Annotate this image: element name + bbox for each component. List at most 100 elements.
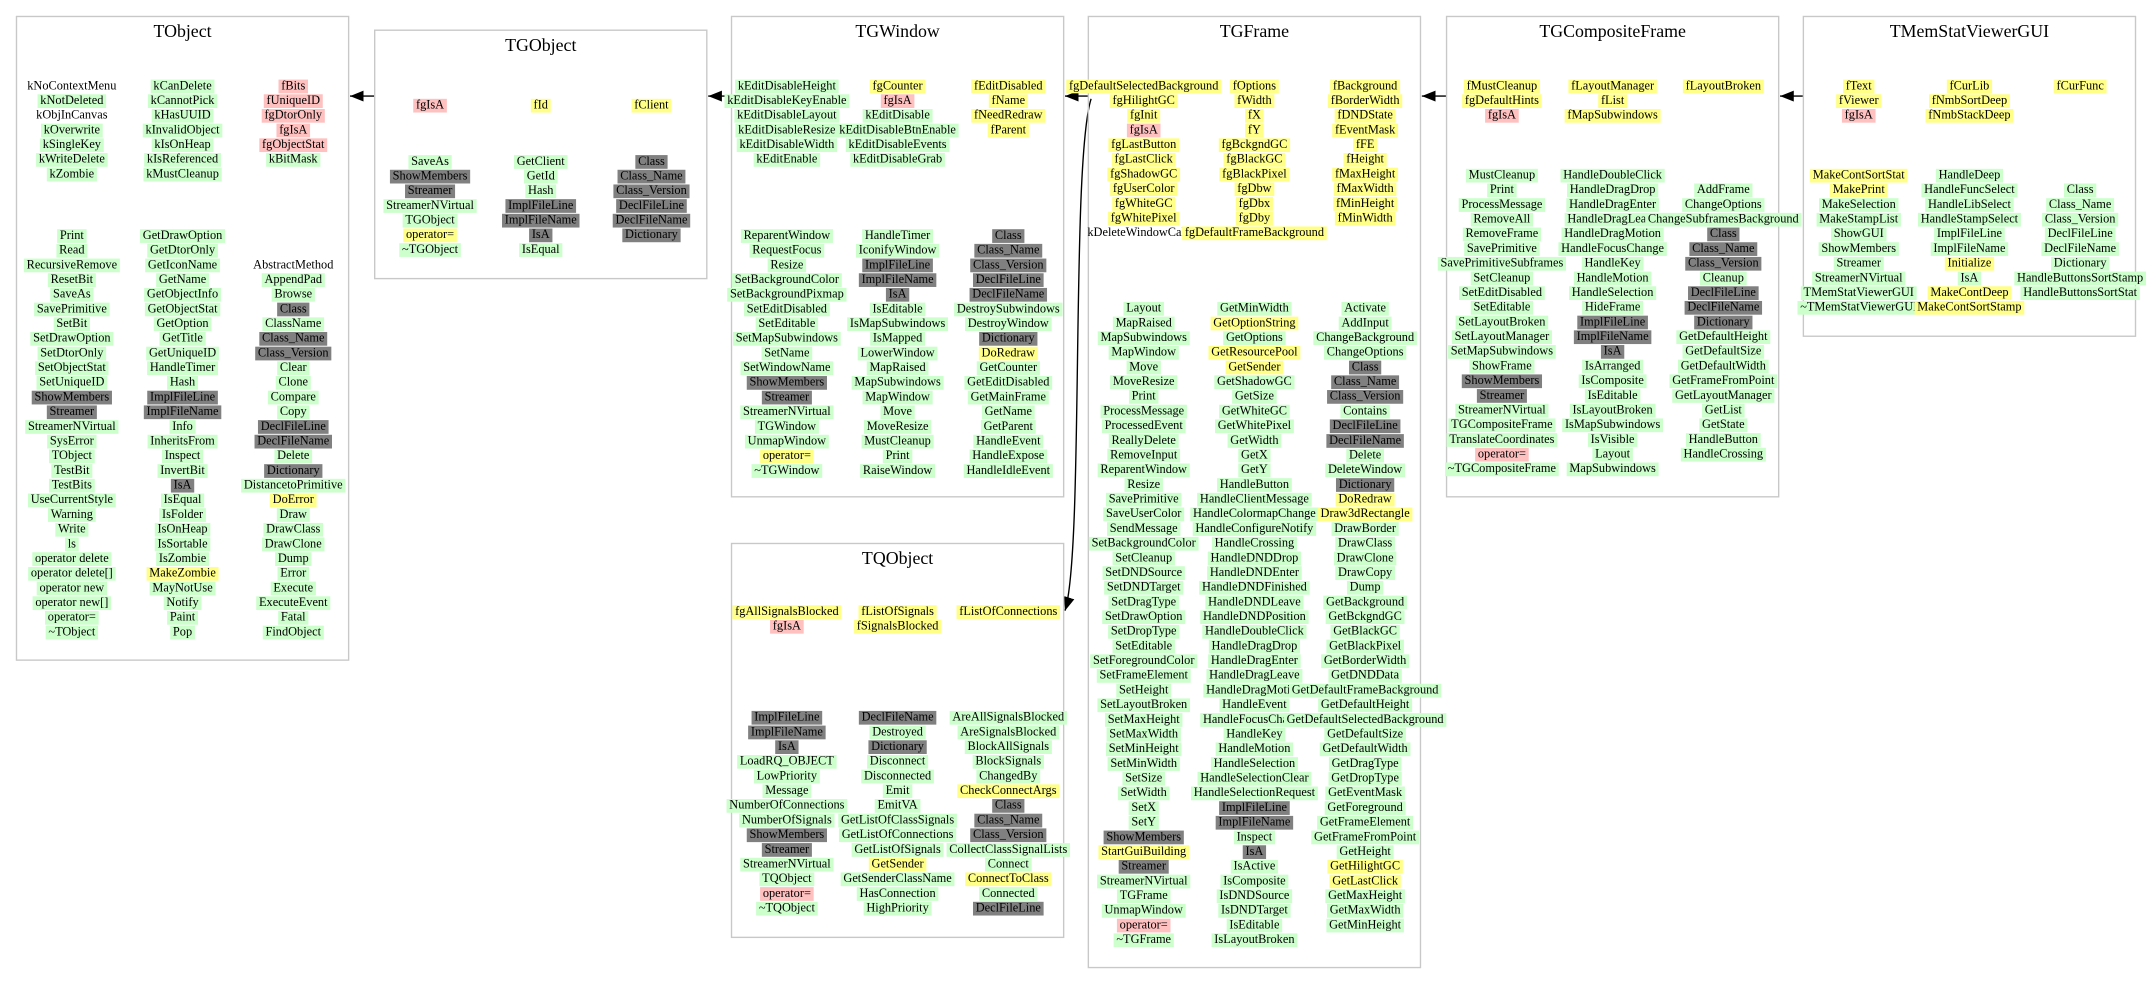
member-highlight <box>1098 845 1189 859</box>
member-name: ReparentWindow <box>744 228 831 242</box>
member-name: ~TGObject <box>402 242 459 256</box>
member-name: GetOptionString <box>1213 315 1295 329</box>
member-highlight <box>761 390 812 405</box>
member-name: HandleDragLeave <box>1209 668 1300 682</box>
member-highlight <box>973 434 1044 449</box>
member-name: fgIsA <box>416 98 444 112</box>
member-name: fText <box>1846 78 1872 92</box>
member-name: DoError <box>273 492 314 506</box>
member-name: IsEditable <box>1588 388 1639 402</box>
member-highlight <box>992 229 1025 243</box>
member-name: LowerWindow <box>860 345 934 359</box>
member-name: operator= <box>48 610 96 624</box>
member-name: MapWindow <box>1111 345 1176 359</box>
member-highlight <box>969 449 1048 464</box>
member-highlight <box>23 258 120 273</box>
member-highlight <box>1207 566 1302 580</box>
member-name: Print <box>886 448 911 462</box>
member-name: SetDNDTarget <box>1107 580 1181 594</box>
member-highlight <box>1930 242 2009 256</box>
member-highlight <box>1669 374 1778 389</box>
member-name: fMinHeight <box>1336 196 1395 210</box>
member-name: SetHeight <box>1119 682 1169 696</box>
member-highlight <box>2046 198 2115 212</box>
member-highlight <box>1088 536 1199 551</box>
member-highlight <box>976 361 1040 376</box>
member-name: ShowMembers <box>393 168 468 182</box>
member-highlight <box>613 184 690 199</box>
member-name: HandleButtonsSortStamp <box>2017 270 2143 284</box>
member-name: fgIsA <box>1488 108 1516 122</box>
member-highlight <box>635 155 668 169</box>
member-highlight <box>732 273 842 287</box>
member-name: Class_Name <box>2049 197 2112 211</box>
member-name: SetWidth <box>1121 785 1168 799</box>
member-highlight <box>739 813 835 828</box>
member-name: Class_Name <box>1692 241 1755 255</box>
member-highlight <box>257 420 329 434</box>
class-title: TGObject <box>505 35 576 55</box>
member-highlight <box>156 273 209 287</box>
member-name: HandleExpose <box>972 448 1045 462</box>
member-highlight <box>974 813 1043 828</box>
member-highlight <box>861 769 934 784</box>
member-highlight <box>145 258 220 273</box>
member-name: SetDropType <box>1111 624 1177 638</box>
member-highlight <box>1318 698 1413 713</box>
member-highlight <box>1190 786 1318 801</box>
member-name: fX <box>1248 108 1261 122</box>
member-highlight <box>263 522 324 537</box>
member-highlight <box>616 199 687 213</box>
member-highlight <box>1108 345 1179 360</box>
member-name: RemoveAll <box>1473 212 1530 226</box>
member-highlight <box>1215 815 1294 830</box>
member-highlight <box>974 243 1043 258</box>
member-name: DeclFileLine <box>619 198 685 212</box>
member-highlight <box>1921 183 2018 198</box>
member-name: fgDefaultSelectedBackground <box>1069 78 1219 92</box>
member-highlight <box>761 843 812 857</box>
member-highlight <box>144 153 221 167</box>
member-highlight <box>1569 403 1656 418</box>
member-name: IsA <box>889 287 907 301</box>
member-highlight <box>862 229 934 243</box>
member-highlight <box>1235 211 1273 226</box>
member-name: SetDragType <box>1111 594 1176 608</box>
member-highlight <box>1105 492 1182 507</box>
member-highlight <box>1935 168 2004 183</box>
member-name: kEditDisableBtnEnable <box>839 122 956 136</box>
member-highlight <box>1346 580 1384 595</box>
member-highlight <box>1233 830 1275 845</box>
member-name: GetResourcePool <box>1211 345 1298 359</box>
member-name: HandleSelectionClear <box>1200 771 1308 785</box>
member-name: Class_Name <box>1334 374 1397 388</box>
member-highlight <box>1816 212 1901 227</box>
member-name: Class_Version <box>973 827 1044 841</box>
member-highlight <box>1463 79 1540 94</box>
member-highlight <box>1841 108 1876 123</box>
member-name: Class <box>280 301 307 315</box>
member-highlight <box>1317 507 1413 522</box>
member-name: DeclFileName <box>1687 300 1759 314</box>
member-highlight <box>1340 404 1390 419</box>
member-name: IsMapSubwindows <box>1565 417 1661 431</box>
member-highlight <box>1332 123 1399 138</box>
member-highlight <box>1216 889 1293 904</box>
member-name: GetDefaultSize <box>1327 726 1404 740</box>
member-highlight <box>761 346 813 361</box>
member-highlight <box>1689 242 1758 256</box>
member-highlight <box>147 94 218 109</box>
member-highlight <box>1567 183 1659 198</box>
member-highlight <box>840 872 955 887</box>
member-highlight <box>1462 227 1541 242</box>
member-highlight <box>1234 94 1275 109</box>
member-name: operator= <box>1120 917 1168 931</box>
member-name: Inspect <box>165 448 201 462</box>
member-name: IsArranged <box>1585 358 1641 372</box>
member-name: ChangeBackground <box>1316 330 1415 344</box>
member-name: SetBit <box>56 316 87 330</box>
member-highlight <box>262 537 325 552</box>
member-name: ShowMembers <box>750 827 825 841</box>
member-name: Cleanup <box>1703 270 1744 284</box>
member-name: ~TMemStatViewerGUI <box>1800 300 1917 314</box>
